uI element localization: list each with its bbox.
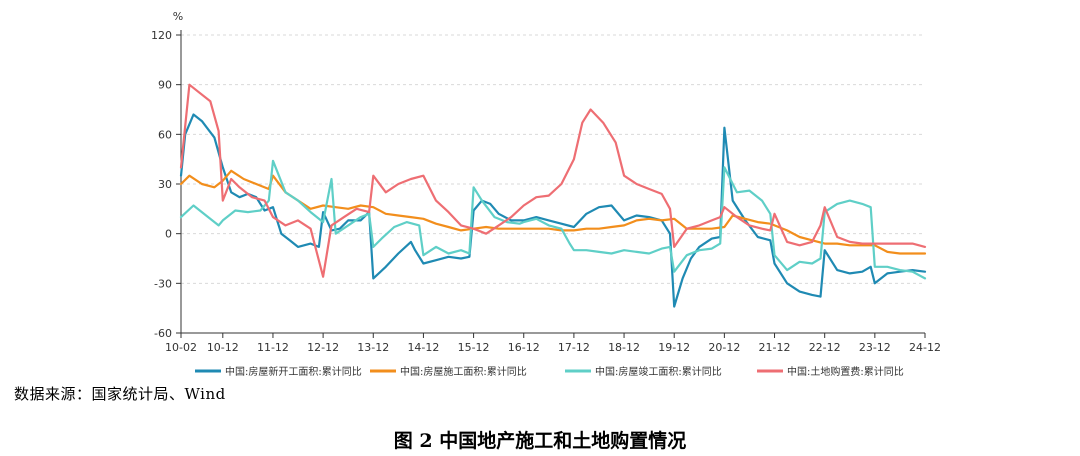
y-tick-label: 30: [158, 178, 172, 191]
y-tick-label: 60: [158, 128, 172, 141]
x-tick-label: 24-12: [909, 341, 941, 354]
source-note: 数据来源：国家统计局、Wind: [14, 385, 226, 403]
x-tick-label: 13-12: [357, 341, 389, 354]
y-tick-label: -60: [154, 327, 172, 340]
x-tick-label: 22-12: [809, 341, 841, 354]
y-tick-label: -30: [154, 277, 172, 290]
x-tick-label: 18-12: [608, 341, 640, 354]
y-tick-label: 90: [158, 79, 172, 92]
x-tick-label: 15-12: [458, 341, 490, 354]
y-axis-unit-label: %: [173, 10, 183, 23]
x-tick-label: 10-12: [207, 341, 239, 354]
x-tick-label: 11-12: [257, 341, 289, 354]
figure-caption: 图 2 中国地产施工和土地购置情况: [393, 430, 687, 452]
y-tick-label: 120: [151, 29, 172, 42]
series-line-1: [179, 113, 927, 308]
series-line-4: [179, 83, 927, 278]
x-tick-label: 10-02: [165, 341, 197, 354]
legend-label: 中国:土地购置费:累计同比: [787, 365, 904, 378]
x-tick-label: 17-12: [558, 341, 590, 354]
series-lines: [179, 83, 927, 308]
legend: 中国:房屋新开工面积:累计同比 中国:房屋施工面积:累计同比 中国:房屋竣工面积:累…: [195, 365, 904, 378]
x-tick-label: 21-12: [759, 341, 791, 354]
legend-label: 中国:房屋竣工面积:累计同比: [595, 365, 722, 378]
y-tick-label: 0: [165, 228, 172, 241]
x-tick-label: 20-12: [708, 341, 740, 354]
axes: -60 -30 0 30 60 90 120 10-02 10-12 11-12 12-12 13-1…: [151, 29, 941, 354]
legend-label: 中国:房屋新开工面积:累计同比: [225, 365, 362, 378]
x-tick-label: 16-12: [508, 341, 540, 354]
x-tick-label: 14-12: [407, 341, 439, 354]
x-tick-label: 12-12: [307, 341, 339, 354]
x-tick-label: 19-12: [658, 341, 690, 354]
line-chart: -60 -30 0 30 60 90 120 10-02 10-12 11-12 12-12 13-1…: [151, 10, 941, 378]
grid-lines: [181, 34, 925, 334]
series-line-3: [179, 159, 927, 280]
legend-label: 中国:房屋施工面积:累计同比: [400, 365, 527, 378]
x-tick-label: 23-12: [859, 341, 891, 354]
